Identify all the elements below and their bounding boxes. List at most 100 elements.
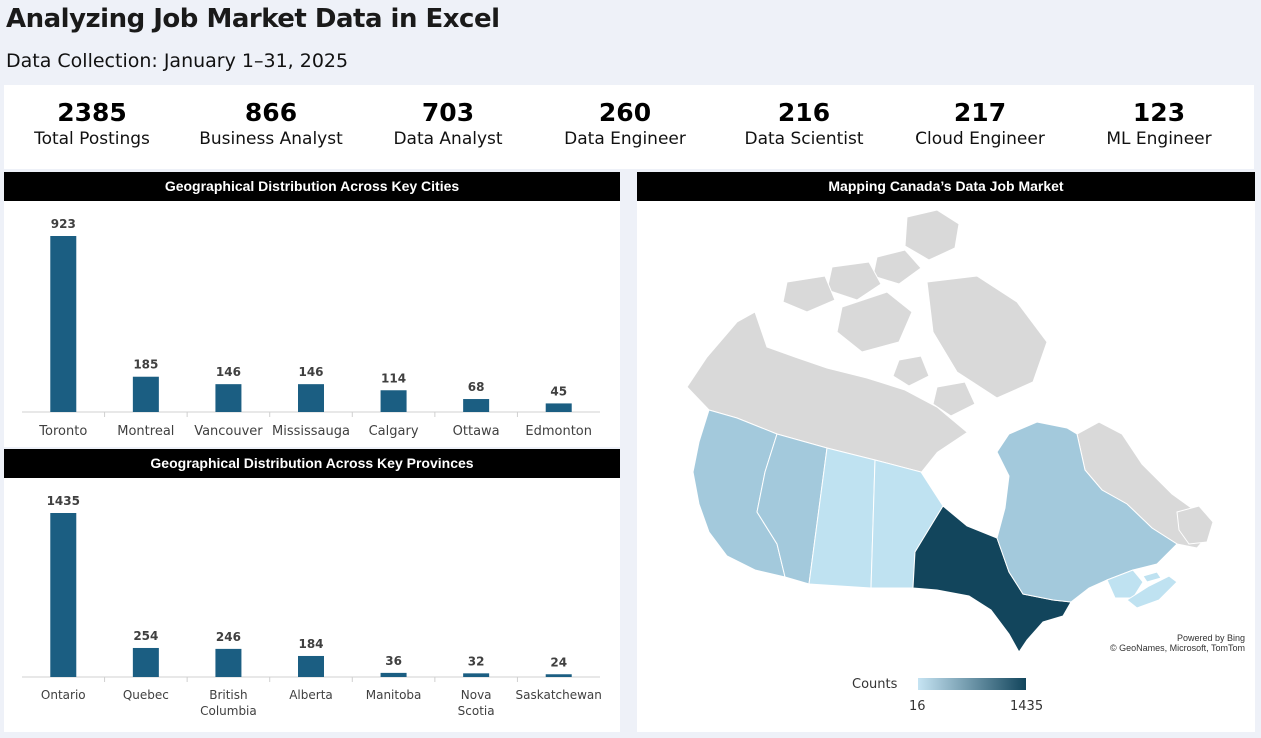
kpi-label: Data Engineer <box>564 129 686 149</box>
canada-map <box>686 209 1214 653</box>
arctic-island <box>904 209 960 261</box>
kpi-label: Business Analyst <box>199 129 343 149</box>
category-label: Edmonton <box>525 424 592 439</box>
category-label: Manitoba <box>366 688 422 702</box>
kpi-total-postings: 2385 Total Postings <box>4 85 180 169</box>
category-label: Ontario <box>41 688 86 702</box>
category-label: Vancouver <box>194 424 263 439</box>
hudson-bay <box>921 432 1009 538</box>
kpi-ml-engineer: 123 ML Engineer <box>1070 85 1248 169</box>
kpi-panel: 2385 Total Postings 866 Business Analyst… <box>4 85 1254 169</box>
page-subtitle: Data Collection: January 1–31, 2025 <box>6 50 349 72</box>
kpi-label: Cloud Engineer <box>915 129 1045 149</box>
data-label: 114 <box>381 371 406 385</box>
kpi-cloud-engineer: 217 Cloud Engineer <box>890 85 1070 169</box>
bar[interactable] <box>50 236 77 412</box>
category-label: Alberta <box>289 688 333 702</box>
kpi-label: Total Postings <box>34 129 150 149</box>
arctic-island <box>782 275 836 313</box>
cities-chart-panel[interactable]: Geographical Distribution Across Key Cit… <box>4 172 620 447</box>
territories-islands <box>782 209 1048 483</box>
map-title: Mapping Canada’s Data Job Market <box>637 172 1255 201</box>
data-label: 146 <box>216 365 241 379</box>
bar[interactable] <box>215 384 242 412</box>
data-label: 254 <box>133 629 158 643</box>
provinces-bar-chart: 1435 Ontario 254 Quebec 246 British Columbia 18… <box>22 494 602 718</box>
map-credit: Powered by Bing © GeoNames, Microsoft, T… <box>1110 633 1245 653</box>
map-credit-line2: © GeoNames, Microsoft, TomTom <box>1110 643 1245 653</box>
page-title: Analyzing Job Market Data in Excel <box>6 4 500 34</box>
data-label: 246 <box>216 630 241 644</box>
kpi-value: 2385 <box>57 98 127 127</box>
category-label: British Columbia <box>200 688 257 718</box>
data-label: 45 <box>550 384 567 398</box>
map-credit-line1: Powered by Bing <box>1176 633 1245 643</box>
kpi-value: 217 <box>953 98 1007 127</box>
bar[interactable] <box>380 390 407 412</box>
bar[interactable] <box>215 648 242 677</box>
quebec <box>996 421 1178 603</box>
data-label: 24 <box>550 655 567 669</box>
legend-min: 16 <box>909 699 926 714</box>
legend-title: Counts <box>852 677 898 692</box>
bar[interactable] <box>463 399 490 412</box>
cities-chart-title: Geographical Distribution Across Key Cit… <box>4 172 620 201</box>
kpi-data-analyst: 703 Data Analyst <box>360 85 536 169</box>
bar[interactable] <box>298 384 324 412</box>
category-label: Mississauga <box>272 424 350 439</box>
category-label-line: Columbia <box>200 704 257 718</box>
map-panel[interactable]: Mapping Canada’s Data Job Market <box>637 172 1255 732</box>
bar[interactable] <box>545 403 572 412</box>
data-label: 923 <box>51 217 76 231</box>
data-label: 1435 <box>47 494 80 508</box>
bar[interactable] <box>132 376 159 412</box>
arctic-island <box>932 381 976 417</box>
kpi-label: ML Engineer <box>1106 129 1212 149</box>
category-label: Quebec <box>123 688 169 702</box>
legend-max: 1435 <box>1010 699 1044 714</box>
category-label: Montreal <box>117 424 174 439</box>
data-label: 146 <box>298 365 323 379</box>
bar[interactable] <box>298 655 324 677</box>
bar[interactable] <box>463 673 490 677</box>
kpi-business-analyst: 866 Business Analyst <box>182 85 360 169</box>
kpi-value: 260 <box>598 98 652 127</box>
category-label: Nova Scotia <box>458 688 495 718</box>
data-label: 32 <box>468 654 485 668</box>
data-label: 36 <box>385 654 402 668</box>
bar[interactable] <box>50 513 77 677</box>
arctic-island <box>872 249 922 285</box>
bar[interactable] <box>545 674 572 677</box>
kpi-value: 123 <box>1132 98 1186 127</box>
kpi-data-scientist: 216 Data Scientist <box>714 85 894 169</box>
newfoundland <box>1176 505 1214 545</box>
category-label-line: British <box>209 688 247 702</box>
category-label: Toronto <box>38 424 87 439</box>
provinces-chart-panel[interactable]: Geographical Distribution Across Key Pro… <box>4 449 620 732</box>
bar[interactable] <box>132 647 159 677</box>
arctic-island <box>892 355 930 387</box>
category-label: Ottawa <box>453 424 500 439</box>
kpi-value: 216 <box>777 98 831 127</box>
data-label: 184 <box>298 637 323 651</box>
data-label: 185 <box>133 358 158 372</box>
nova-scotia <box>1126 575 1178 609</box>
kpi-label: Data Analyst <box>393 129 503 149</box>
pei <box>1142 571 1162 583</box>
category-label-line: Scotia <box>458 704 495 718</box>
category-label: Calgary <box>369 424 419 439</box>
cities-bar-chart: 923 Toronto 185 Montreal 146 Vancouver 146 Miss… <box>22 217 600 439</box>
kpi-value: 866 <box>244 98 298 127</box>
kpi-value: 703 <box>421 98 475 127</box>
kpi-label: Data Scientist <box>744 129 864 149</box>
arctic-island <box>926 275 1048 399</box>
new-brunswick <box>1106 569 1144 599</box>
kpi-data-engineer: 260 Data Engineer <box>536 85 714 169</box>
category-label-line: Nova <box>461 688 492 702</box>
provinces-chart-title: Geographical Distribution Across Key Pro… <box>4 449 620 478</box>
arctic-island <box>836 291 913 353</box>
category-label: Saskatchewan <box>516 688 602 702</box>
bar[interactable] <box>380 672 407 677</box>
arctic-island <box>826 261 882 301</box>
legend-color-scale <box>918 678 1026 690</box>
